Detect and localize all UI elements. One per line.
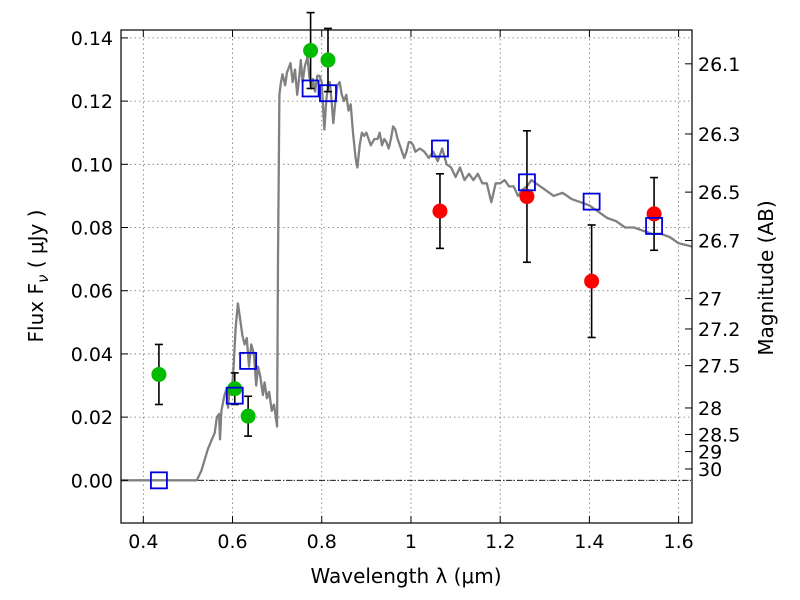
magnitude-tick-label: 30 xyxy=(698,459,722,481)
magnitude-tick-label: 26.7 xyxy=(698,230,740,252)
observed-flux-point xyxy=(646,206,662,222)
x-tick-label: 1.6 xyxy=(664,531,694,553)
magnitude-tick-label: 28 xyxy=(698,398,722,420)
magnitude-tick-label: 29 xyxy=(698,442,722,464)
right-axis-label: Magnitude (AB) xyxy=(754,200,778,355)
model-flux-square xyxy=(301,79,320,98)
model-flux-square xyxy=(645,217,663,235)
observed-flux-point xyxy=(240,408,256,424)
y-tick-label: 0.10 xyxy=(71,154,113,176)
observed-flux-point xyxy=(303,43,319,59)
magnitude-tick-label: 26.5 xyxy=(698,182,740,204)
observed-flux-point xyxy=(227,381,243,397)
x-tick-label: 1.4 xyxy=(574,531,604,553)
y-tick-label: 0.08 xyxy=(71,218,113,240)
x-tick-label: 0.6 xyxy=(217,531,247,553)
model-flux-square xyxy=(150,471,168,490)
model-flux-square xyxy=(518,173,536,192)
observed-flux-point xyxy=(320,52,336,68)
model-flux-square xyxy=(225,386,244,405)
model-flux-square xyxy=(319,84,337,103)
x-tick-label: 0.8 xyxy=(307,531,337,553)
x-axis-label: Wavelength λ (μm) xyxy=(310,564,501,588)
model-flux-square xyxy=(239,351,258,370)
magnitude-tick-label: 26.1 xyxy=(698,54,740,76)
y-tick-label: 0.00 xyxy=(71,470,113,492)
axis-ticks: 0.4 0.6 0.8 1 1.2 1.4 1.6 0.00 0.02 0.04 0.06 0.08 0… xyxy=(71,28,741,553)
magnitude-tick-label: 26.3 xyxy=(698,124,740,146)
observed-flux-point xyxy=(432,203,448,219)
observed-flux-point xyxy=(151,366,167,382)
magnitude-tick-label: 28.5 xyxy=(698,425,740,447)
y-axis-label: Flux Fν ( μJy ) xyxy=(24,210,52,343)
y-tick-label: 0.04 xyxy=(71,344,113,366)
y-tick-label: 0.14 xyxy=(71,28,113,50)
plot-frame xyxy=(120,29,693,524)
model-flux-square xyxy=(582,192,601,211)
x-tick-label: 0.4 xyxy=(128,531,158,553)
observed-flux-point xyxy=(519,189,535,205)
magnitude-tick-label: 27 xyxy=(698,289,722,311)
magnitude-tick-label: 27.2 xyxy=(698,319,740,341)
model-flux-square xyxy=(431,139,449,158)
x-tick-label: 1 xyxy=(405,531,417,553)
data-points xyxy=(150,11,663,490)
magnitude-tick-label: 27.5 xyxy=(698,356,740,378)
y-tick-label: 0.06 xyxy=(71,281,113,303)
y-tick-label: 0.12 xyxy=(71,91,113,113)
observed-flux-point xyxy=(584,273,600,289)
y-tick-label: 0.02 xyxy=(71,407,113,429)
x-tick-label: 1.2 xyxy=(485,531,515,553)
grid xyxy=(121,30,692,523)
